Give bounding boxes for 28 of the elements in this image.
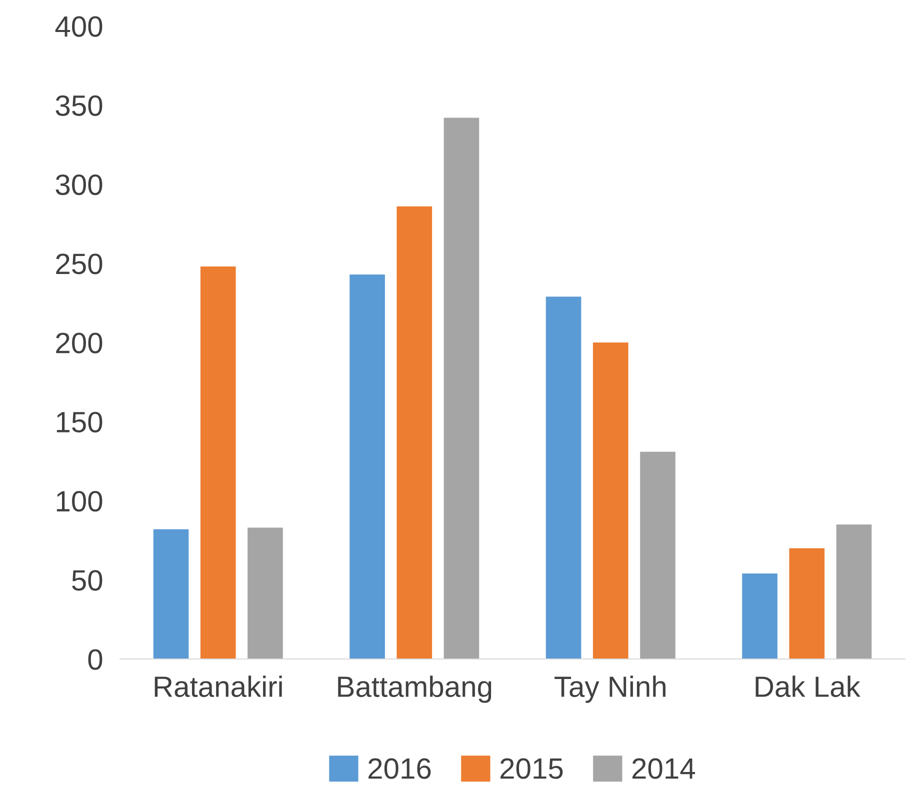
- bar: [248, 528, 283, 659]
- x-tick-label: Tay Ninh: [554, 676, 666, 703]
- bar: [200, 266, 236, 659]
- x-tick-label: Ratanakiri: [154, 676, 282, 698]
- y-tick-label: 0: [88, 649, 102, 670]
- bar: [789, 548, 825, 659]
- bar: [153, 529, 189, 659]
- x-tick-label: Dak Lak: [756, 676, 860, 698]
- legend-label: 2015: [500, 758, 563, 779]
- bar: [350, 274, 385, 659]
- y-tick-label: 200: [56, 332, 102, 354]
- y-tick-label: 400: [55, 16, 102, 37]
- bar: [546, 296, 582, 659]
- bar: [640, 452, 676, 659]
- legend-label: 2014: [632, 758, 696, 779]
- bar: [836, 524, 872, 659]
- legend-label: 2016: [368, 758, 431, 779]
- y-tick-label: 50: [72, 570, 102, 591]
- bar: [742, 574, 778, 659]
- y-tick-label: 350: [56, 95, 102, 116]
- y-tick-label: 100: [56, 490, 102, 512]
- bar: [592, 342, 628, 659]
- bar: [396, 206, 432, 659]
- y-tick-label: 250: [56, 254, 102, 274]
- y-tick-label: 150: [56, 412, 102, 432]
- x-tick-label: Battambang: [338, 676, 492, 703]
- bar: [444, 118, 480, 659]
- y-tick-label: 300: [56, 174, 102, 196]
